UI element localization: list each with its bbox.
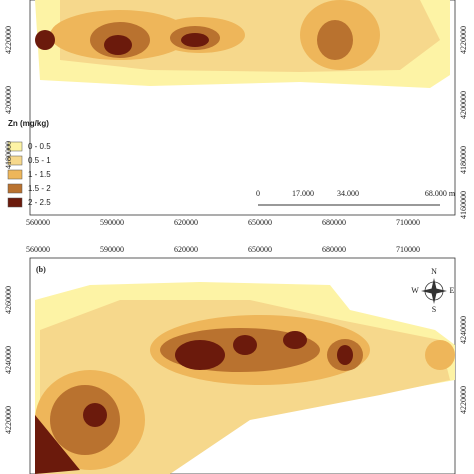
zone bbox=[317, 20, 353, 60]
y-coordinate: 4260000 bbox=[4, 286, 13, 314]
y-coordinate: 4200000 bbox=[459, 91, 468, 119]
swatch bbox=[7, 155, 23, 166]
y-coordinate: 4180000 bbox=[459, 146, 468, 174]
legend-label: 0 - 0.5 bbox=[28, 142, 51, 151]
y-coordinate: 4160000 bbox=[459, 191, 468, 219]
bottom-map: (b) N S E W bbox=[29, 257, 456, 474]
x-coordinate: 710000 bbox=[396, 245, 420, 254]
y-coordinate: 4200000 bbox=[4, 86, 13, 114]
swatch bbox=[7, 141, 23, 152]
x-coordinate: 560000 bbox=[26, 218, 50, 227]
legend-label: 1 - 1.5 bbox=[28, 170, 51, 179]
zone bbox=[233, 335, 257, 355]
swatch bbox=[7, 183, 23, 194]
compass-w: W bbox=[411, 286, 419, 295]
compass-star bbox=[421, 278, 447, 304]
x-coordinate: 620000 bbox=[174, 218, 198, 227]
x-coordinate: 650000 bbox=[248, 218, 272, 227]
y-coordinate: 4220000 bbox=[459, 386, 468, 414]
panel-label: (b) bbox=[36, 265, 46, 274]
swatch bbox=[7, 169, 23, 180]
scale-label: 17.000 bbox=[292, 189, 314, 198]
scale-label: 0 bbox=[256, 189, 260, 198]
compass: N S E W bbox=[411, 267, 454, 314]
legend-title: Zn (mg/kg) bbox=[8, 119, 49, 128]
y-coordinate: 4220000 bbox=[4, 406, 13, 434]
zone bbox=[104, 35, 132, 55]
x-coordinate: 650000 bbox=[248, 245, 272, 254]
y-coordinate: 4220000 bbox=[459, 26, 468, 54]
zone bbox=[337, 345, 353, 365]
top-map: Zn (mg/kg) bbox=[7, 0, 456, 216]
x-coordinate: 620000 bbox=[174, 245, 198, 254]
x-coordinate: 680000 bbox=[322, 245, 346, 254]
zone bbox=[35, 30, 55, 50]
legend-label: 1.5 - 2 bbox=[28, 184, 51, 193]
x-coordinate: 560000 bbox=[26, 245, 50, 254]
compass-n: N bbox=[431, 267, 437, 276]
y-coordinate: 4240000 bbox=[4, 346, 13, 374]
zone bbox=[181, 33, 209, 47]
y-coordinate: 4240000 bbox=[459, 316, 468, 344]
x-coordinate: 710000 bbox=[396, 218, 420, 227]
scale-label: 34.000 bbox=[337, 189, 359, 198]
legend-label: 0.5 - 1 bbox=[28, 156, 51, 165]
swatch bbox=[7, 197, 23, 208]
scale-label: 68.000 m bbox=[425, 189, 456, 198]
y-coordinate: 4180000 bbox=[4, 141, 13, 169]
y-coordinate: 4220000 bbox=[4, 26, 13, 54]
x-coordinate: 590000 bbox=[100, 218, 124, 227]
zone bbox=[83, 403, 107, 427]
x-coordinate: 680000 bbox=[322, 218, 346, 227]
legend-label: 2 - 2.5 bbox=[28, 198, 51, 207]
zone bbox=[175, 340, 225, 370]
zone bbox=[425, 340, 455, 370]
zone bbox=[283, 331, 307, 349]
compass-e: E bbox=[450, 286, 455, 295]
zone bbox=[35, 415, 80, 474]
x-coordinate: 590000 bbox=[100, 245, 124, 254]
compass-s: S bbox=[432, 305, 436, 314]
legend: Zn (mg/kg) bbox=[7, 119, 49, 208]
